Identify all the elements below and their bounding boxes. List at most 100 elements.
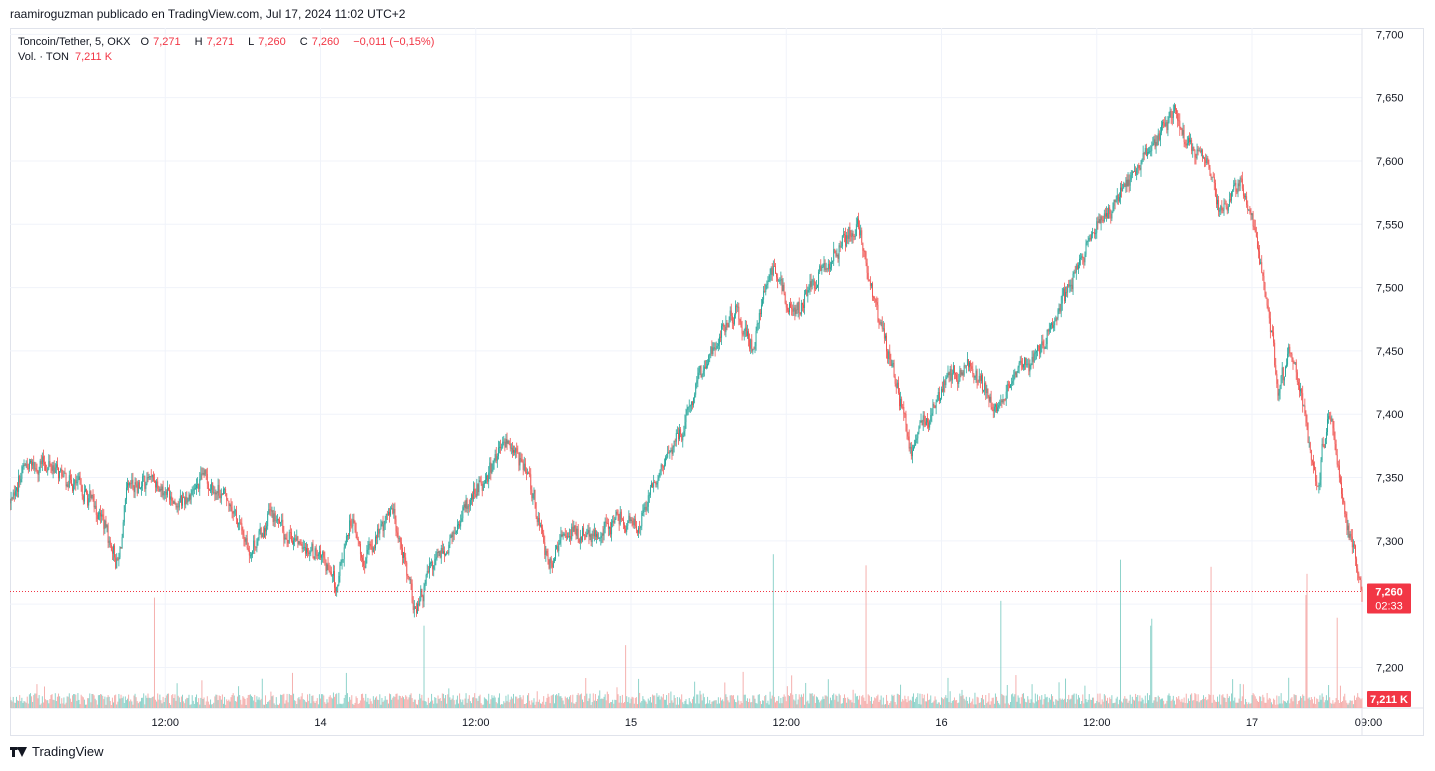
- candle-body: [1348, 525, 1350, 539]
- volume-bar: [398, 695, 400, 708]
- volume-bar: [612, 699, 614, 708]
- candle-body: [646, 506, 648, 511]
- volume-bar: [1346, 702, 1348, 708]
- volume-bar: [302, 699, 304, 708]
- volume-bar: [1170, 701, 1172, 708]
- price-chart[interactable]: 7,2007,2507,3007,3507,4007,4507,5007,550…: [10, 28, 1424, 736]
- volume-bar: [153, 597, 155, 708]
- candle-body: [1311, 460, 1313, 463]
- candle-body: [1117, 194, 1119, 202]
- candle-body: [74, 479, 76, 485]
- volume-bar: [831, 700, 833, 708]
- volume-bar: [955, 700, 957, 708]
- candle-body: [968, 359, 969, 368]
- volume-bar: [1281, 703, 1283, 708]
- candle-body: [367, 548, 369, 550]
- candle-body: [1079, 258, 1080, 265]
- candle-body: [1007, 384, 1009, 386]
- volume-bar: [1318, 701, 1320, 708]
- volume-bar: [1282, 700, 1284, 708]
- volume-bar: [805, 682, 807, 708]
- volume-bar: [1076, 699, 1078, 708]
- candle-body: [993, 406, 995, 412]
- candle-body: [309, 552, 311, 554]
- volume-bar: [1015, 675, 1017, 708]
- candle-body: [128, 483, 130, 486]
- candle-body: [537, 517, 539, 523]
- time-axis[interactable]: 12:00 14 12:00 15 12:00 16 12:00 17 09:00: [151, 717, 1382, 729]
- volume-bar: [847, 697, 849, 708]
- volume-bar: [1149, 695, 1151, 708]
- volume-bar: [530, 704, 532, 708]
- candle-body: [775, 266, 776, 274]
- volume-bar: [1191, 693, 1193, 708]
- candle-body: [1121, 187, 1123, 192]
- candle-body: [808, 287, 810, 291]
- price-axis[interactable]: 7,2007,2507,3007,3507,4007,4507,5007,550…: [1376, 29, 1404, 674]
- volume-bar: [1048, 697, 1050, 708]
- volume-bar: [638, 678, 640, 708]
- volume-bar: [987, 701, 989, 708]
- volume-bar: [941, 697, 943, 708]
- volume-bar: [463, 704, 465, 708]
- volume-bar: [854, 693, 856, 708]
- candle-body: [56, 464, 58, 468]
- volume-bar: [520, 697, 522, 708]
- candle-body: [543, 533, 545, 543]
- x-tick-label: 15: [625, 717, 637, 729]
- candle-body: [1145, 148, 1147, 156]
- volume-bar: [396, 693, 398, 708]
- volume-bar: [1256, 700, 1258, 708]
- candle-body: [1290, 352, 1292, 354]
- volume-bar: [1065, 678, 1067, 708]
- candle-body: [1346, 517, 1348, 531]
- candle-body: [108, 540, 110, 543]
- candle-body: [33, 461, 35, 469]
- volume-bar: [662, 693, 664, 708]
- candle-body: [127, 483, 128, 488]
- candles[interactable]: [10, 102, 1363, 618]
- volume-bar: [905, 699, 907, 708]
- volume-bar: [1099, 693, 1101, 708]
- volume-tag[interactable]: 7,211 K: [1367, 691, 1411, 707]
- volume-bar: [1148, 700, 1150, 708]
- volume-bar: [1115, 698, 1117, 708]
- volume-bar: [527, 695, 529, 708]
- volume-bar: [317, 704, 319, 708]
- candle-body: [1031, 356, 1033, 365]
- volume-bar: [496, 703, 498, 708]
- volume-bar: [189, 704, 191, 708]
- candle-body: [123, 505, 125, 523]
- candle-body: [159, 488, 161, 491]
- legend-symbol[interactable]: Toncoin/Tether, 5, OKX: [18, 36, 131, 48]
- volume-label[interactable]: Vol. · TON: [18, 51, 69, 63]
- volume-bar: [450, 699, 452, 708]
- volume-bar: [263, 704, 265, 708]
- volume-bar: [606, 691, 608, 708]
- volume-bar: [1232, 679, 1234, 708]
- candle-body: [160, 488, 162, 491]
- candle-body: [1178, 120, 1180, 122]
- volume-bar: [657, 696, 659, 708]
- volume-bar: [1101, 699, 1103, 708]
- candle-body: [411, 583, 413, 604]
- volume-bar: [1028, 699, 1030, 708]
- candle-body: [868, 280, 870, 282]
- candle-body: [176, 506, 178, 508]
- candle-body: [901, 398, 903, 407]
- candle-body: [915, 440, 917, 446]
- candle-body: [1352, 544, 1354, 548]
- volume-bar: [107, 695, 109, 708]
- candle-body: [1343, 498, 1345, 503]
- volume-bar: [1226, 693, 1228, 708]
- candle-body: [846, 235, 848, 247]
- volume-bar: [1107, 697, 1109, 708]
- candle-body: [75, 479, 77, 484]
- volume-bar: [210, 699, 212, 708]
- volume-bar: [1272, 704, 1274, 708]
- volume-bar: [1276, 695, 1278, 708]
- volume-bar: [295, 701, 297, 708]
- volume-bar: [698, 703, 700, 708]
- candle-body: [147, 477, 149, 479]
